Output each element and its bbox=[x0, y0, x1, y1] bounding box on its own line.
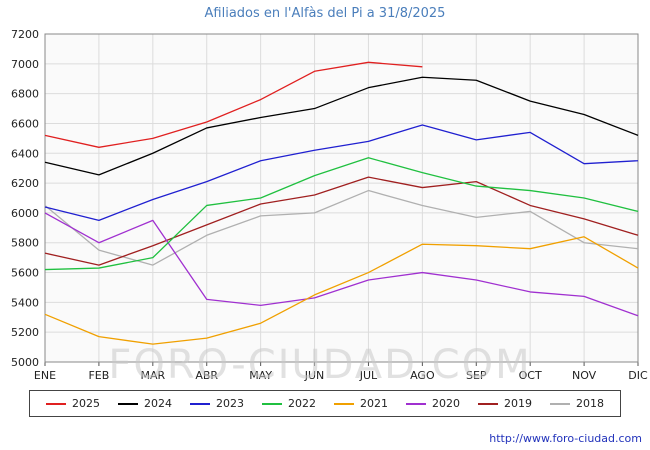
x-axis-label: ENE bbox=[34, 369, 56, 382]
legend-swatch bbox=[334, 402, 354, 405]
y-axis-label: 6000 bbox=[11, 207, 39, 220]
series-line-2021 bbox=[44, 236, 639, 345]
legend-label: 2025 bbox=[72, 397, 100, 410]
legend-swatch bbox=[118, 402, 138, 405]
x-axis-label: SEP bbox=[466, 369, 487, 382]
series-line-2020 bbox=[44, 212, 639, 317]
x-axis-label: MAY bbox=[249, 369, 272, 382]
series-line-2018 bbox=[44, 189, 639, 266]
legend-swatch bbox=[406, 402, 426, 405]
series-line-2025 bbox=[44, 61, 423, 148]
x-axis-label: JUL bbox=[359, 369, 378, 382]
series-line-2024 bbox=[44, 76, 639, 176]
y-axis-label: 5600 bbox=[11, 267, 39, 280]
legend-label: 2024 bbox=[144, 397, 172, 410]
x-axis-label: OCT bbox=[519, 369, 542, 382]
legend-label: 2020 bbox=[432, 397, 460, 410]
legend-item-2024: 2024 bbox=[118, 397, 172, 410]
watermark: FORO-CIUDAD.COM bbox=[108, 342, 531, 386]
y-axis-label: 5400 bbox=[11, 296, 39, 309]
series-line-2019 bbox=[44, 176, 639, 266]
legend-label: 2019 bbox=[504, 397, 532, 410]
legend-swatch bbox=[262, 402, 282, 405]
legend-item-2018: 2018 bbox=[550, 397, 604, 410]
x-axis-label: JUN bbox=[304, 369, 325, 382]
legend-item-2020: 2020 bbox=[406, 397, 460, 410]
legend-label: 2018 bbox=[576, 397, 604, 410]
chart-legend: 2025 2024 2023 2022 2021 2020 2019 2018 bbox=[29, 390, 621, 417]
legend-item-2025: 2025 bbox=[46, 397, 100, 410]
legend-label: 2022 bbox=[288, 397, 316, 410]
legend-swatch bbox=[46, 402, 66, 405]
series-line-2023 bbox=[44, 124, 639, 222]
legend-swatch bbox=[550, 402, 570, 405]
y-axis-label: 6200 bbox=[11, 177, 39, 190]
line-chart: 5000 5200 5400 5600 5800 6000 6200 6400 6600 6800… bbox=[11, 28, 648, 386]
y-axis-label: 5800 bbox=[11, 237, 39, 250]
legend-item-2019: 2019 bbox=[478, 397, 532, 410]
legend-swatch bbox=[190, 402, 210, 405]
footer-url[interactable]: http://www.foro-ciudad.com bbox=[489, 432, 642, 445]
x-axis-label: NOV bbox=[572, 369, 597, 382]
legend-item-2023: 2023 bbox=[190, 397, 244, 410]
x-axis-label: MAR bbox=[140, 369, 165, 382]
chart-title: Afiliados en l'Alfàs del Pi a 31/8/2025 bbox=[204, 6, 446, 21]
legend-item-2022: 2022 bbox=[262, 397, 316, 410]
x-axis-label: ABR bbox=[195, 369, 218, 382]
legend-label: 2021 bbox=[360, 397, 388, 410]
y-axis-label: 6600 bbox=[11, 117, 39, 130]
x-axis-label: FEB bbox=[88, 369, 109, 382]
series-line-2022 bbox=[44, 157, 639, 271]
y-axis-label: 7200 bbox=[11, 28, 39, 41]
y-axis-label: 7000 bbox=[11, 58, 39, 71]
x-axis-label: DIC bbox=[628, 369, 648, 382]
legend-swatch bbox=[478, 402, 498, 405]
y-axis-label: 6400 bbox=[11, 147, 39, 160]
y-axis-label: 5200 bbox=[11, 326, 39, 339]
x-axis-label: AGO bbox=[410, 369, 435, 382]
y-axis-label: 6800 bbox=[11, 88, 39, 101]
legend-item-2021: 2021 bbox=[334, 397, 388, 410]
legend-label: 2023 bbox=[216, 397, 244, 410]
y-axis-label: 5000 bbox=[11, 356, 39, 369]
